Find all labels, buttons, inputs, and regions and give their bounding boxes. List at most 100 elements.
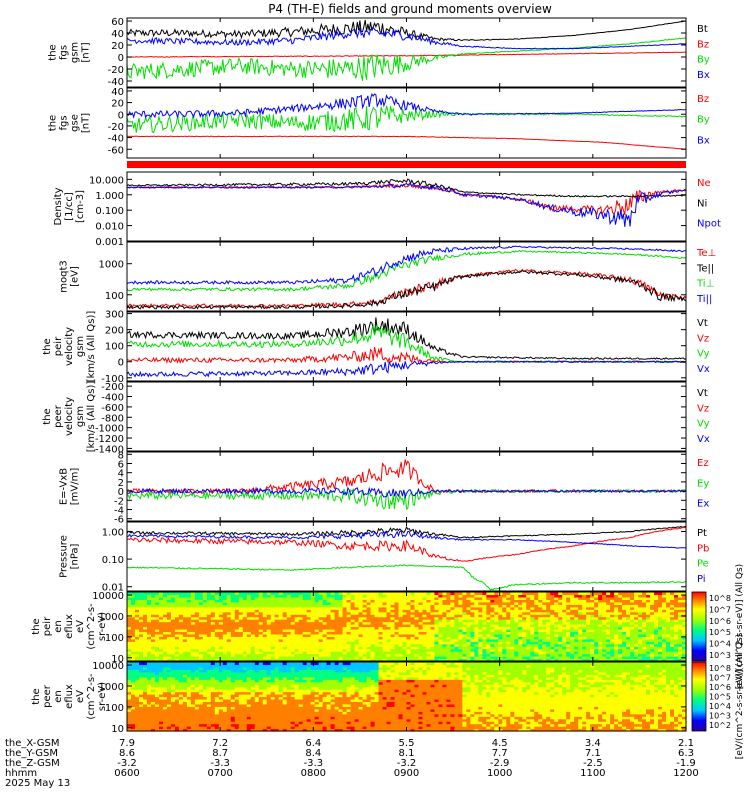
spectrogram-cell: [378, 651, 384, 655]
spectrogram-cell: [130, 656, 136, 660]
spectrogram-cell: [127, 681, 132, 685]
spectrogram-cell: [274, 594, 280, 598]
spectrogram-cell: [494, 611, 499, 615]
spectrogram-cell: [198, 698, 204, 703]
spectrogram-cell: [162, 718, 168, 722]
spectrogram-cell: [610, 609, 615, 613]
spectrogram-cell: [546, 616, 551, 620]
spectrogram-cell: [130, 624, 136, 628]
spectrogram-cell: [154, 601, 160, 605]
spectrogram-cell: [358, 658, 364, 662]
spectrogram-cell: [334, 601, 340, 605]
spectrogram-cell: [558, 651, 563, 655]
spectrogram-cell: [194, 636, 200, 640]
spectrogram-cell: [186, 619, 192, 623]
spectrogram-cell: [210, 684, 216, 688]
spectrogram-cell: [330, 638, 336, 642]
spectrogram-cell: [378, 646, 384, 650]
spectrogram-cell: [562, 643, 567, 647]
spectrogram-cell: [218, 638, 224, 642]
spectrogram-cell: [130, 596, 136, 600]
spectrogram-cell: [422, 594, 428, 598]
spectrogram-cell: [398, 648, 404, 652]
spectrogram-cell: [378, 596, 384, 600]
spectrogram-cell: [238, 596, 244, 600]
spectrogram-cell: [494, 624, 499, 628]
spectrogram-cell: [646, 624, 651, 628]
spectrogram-cell: [130, 666, 136, 670]
spectrogram-cell: [338, 616, 344, 620]
spectrogram-cell: [538, 609, 543, 613]
spectrogram-cell: [490, 592, 495, 596]
spectrogram-cell: [258, 651, 264, 655]
spectrogram-cell: [638, 643, 643, 647]
spectrogram-cell: [166, 594, 172, 598]
legend-Vx: Vx: [697, 434, 710, 445]
spectrogram-cell: [410, 626, 416, 630]
spectrogram-cell: [550, 626, 555, 630]
spectrogram-cell: [258, 636, 264, 640]
spectrogram-cell: [514, 633, 519, 637]
spectrogram-cell: [530, 638, 535, 642]
spectrogram-cell: [170, 604, 176, 608]
spectrogram-cell: [378, 621, 384, 625]
spectrogram-cell: [346, 599, 352, 603]
spectrogram-cell: [374, 633, 380, 637]
spectrogram-cell: [198, 611, 204, 615]
spectrogram-cell: [534, 614, 539, 618]
spectrogram-cell: [454, 596, 459, 600]
spectrogram-cell: [182, 626, 188, 630]
spectrogram-cell: [127, 713, 132, 717]
spectrogram-cell: [398, 606, 404, 610]
spectrogram-cell: [202, 626, 208, 630]
spectrogram-cell: [594, 626, 599, 630]
spectrogram-cell: [434, 646, 440, 650]
spectrogram-cell: [570, 596, 575, 600]
spectrogram-cell: [154, 674, 160, 678]
spectrogram-cell: [522, 651, 527, 655]
spectrogram-cell: [362, 648, 368, 652]
spectrogram-cell: [658, 636, 663, 640]
spectrogram-cell: [174, 604, 180, 608]
spectrogram-cell: [626, 616, 631, 620]
spectrogram-cell: [670, 651, 675, 655]
spectrogram-cell: [518, 646, 523, 650]
series-line-Pi: [126, 530, 687, 549]
spectrogram-cell: [138, 706, 144, 710]
spectrogram-cell: [174, 624, 180, 628]
spectrogram-cell: [214, 701, 220, 705]
spectrogram-cell: [222, 706, 228, 710]
spectrogram-cell: [566, 631, 571, 635]
spectrogram-cell: [278, 641, 284, 645]
spectrogram-cell: [390, 609, 396, 613]
spectrogram-cell: [158, 718, 164, 722]
spectrogram-cell: [202, 651, 208, 655]
spectrogram-cell: [166, 694, 172, 698]
spectrogram-cell: [218, 611, 224, 615]
spectrogram-cell: [138, 723, 144, 727]
spectrogram-cell: [358, 631, 364, 635]
spectrogram-cell: [250, 616, 256, 620]
spectrogram-cell: [438, 621, 444, 625]
spectrogram-cell: [598, 648, 603, 652]
spectrogram-cell: [214, 674, 220, 678]
spectrogram-cell: [350, 592, 356, 596]
ytick-label: 1000: [99, 260, 124, 271]
spectrogram-cell: [146, 696, 152, 700]
spectrogram-cell: [446, 609, 452, 613]
spectrogram-cell: [222, 698, 228, 703]
spectrogram-cell: [458, 599, 463, 603]
spectrogram-cell: [614, 643, 619, 647]
spectrogram-cell: [282, 658, 288, 662]
spectrogram-cell: [150, 701, 156, 705]
spectrogram-cell: [130, 616, 136, 620]
spectrogram-cell: [198, 594, 204, 598]
spectrogram-cell: [574, 626, 579, 630]
spectrogram-cell: [402, 656, 408, 660]
spectrogram-cell: [346, 611, 352, 615]
spectrogram-cell: [334, 641, 340, 645]
spectrogram-cell: [518, 636, 523, 640]
spectrogram-cell: [638, 592, 643, 596]
spectrogram-cell: [466, 611, 471, 615]
spectrogram-cell: [510, 609, 515, 613]
